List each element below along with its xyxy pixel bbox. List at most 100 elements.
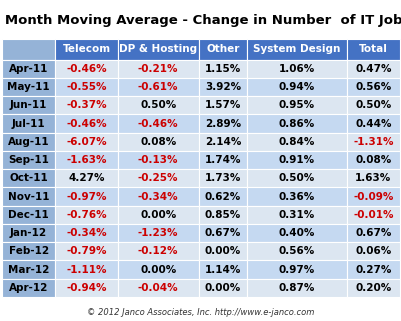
Bar — [55, 96, 117, 115]
Bar — [2, 169, 55, 187]
Text: 0.27%: 0.27% — [354, 265, 391, 274]
Bar — [117, 187, 198, 206]
Text: 0.91%: 0.91% — [278, 155, 314, 165]
Text: -1.23%: -1.23% — [138, 228, 178, 238]
Text: 1.74%: 1.74% — [204, 155, 241, 165]
Text: -0.37%: -0.37% — [66, 100, 107, 110]
Text: 0.50%: 0.50% — [278, 173, 314, 183]
Text: 1.14%: 1.14% — [204, 265, 241, 274]
Text: -0.12%: -0.12% — [138, 246, 178, 256]
Text: -0.46%: -0.46% — [66, 118, 107, 129]
Bar — [198, 96, 247, 115]
Bar — [2, 206, 55, 224]
Bar — [346, 96, 399, 115]
Text: -0.09%: -0.09% — [352, 192, 393, 202]
Text: 0.00%: 0.00% — [140, 210, 176, 220]
Text: 0.84%: 0.84% — [278, 137, 314, 147]
Text: Total: Total — [358, 44, 387, 54]
Text: 0.08%: 0.08% — [140, 137, 176, 147]
Text: 1.63%: 1.63% — [354, 173, 391, 183]
Bar — [198, 206, 247, 224]
Bar — [2, 260, 55, 279]
Bar — [2, 187, 55, 206]
Bar — [346, 242, 399, 260]
Bar — [55, 133, 117, 151]
Text: System Design: System Design — [253, 44, 340, 54]
Text: 0.31%: 0.31% — [278, 210, 314, 220]
Bar — [117, 115, 198, 133]
Bar — [117, 151, 198, 169]
Bar — [346, 279, 399, 297]
Text: Aug-11: Aug-11 — [8, 137, 49, 147]
Bar — [55, 187, 117, 206]
Text: 4.27%: 4.27% — [68, 173, 104, 183]
Bar — [247, 187, 346, 206]
Text: DP & Hosting: DP & Hosting — [119, 44, 197, 54]
Text: 0.50%: 0.50% — [354, 100, 391, 110]
Bar — [2, 242, 55, 260]
Bar — [117, 78, 198, 96]
Bar — [198, 187, 247, 206]
Bar — [247, 151, 346, 169]
Text: -0.46%: -0.46% — [66, 64, 107, 74]
Text: 0.97%: 0.97% — [278, 265, 314, 274]
Bar — [247, 260, 346, 279]
Bar — [346, 224, 399, 242]
Text: 0.06%: 0.06% — [354, 246, 391, 256]
Bar — [2, 60, 55, 78]
Text: 0.87%: 0.87% — [278, 283, 314, 293]
Bar — [2, 224, 55, 242]
Text: -0.55%: -0.55% — [66, 82, 106, 92]
Bar — [346, 39, 399, 60]
Text: Apr-11: Apr-11 — [9, 64, 48, 74]
Bar — [55, 260, 117, 279]
Bar — [2, 151, 55, 169]
Text: -0.97%: -0.97% — [66, 192, 106, 202]
Bar — [247, 115, 346, 133]
Text: Apr-12: Apr-12 — [9, 283, 48, 293]
Bar — [2, 279, 55, 297]
Bar — [198, 224, 247, 242]
Bar — [55, 279, 117, 297]
Bar — [346, 133, 399, 151]
Text: 0.86%: 0.86% — [278, 118, 314, 129]
Text: -0.94%: -0.94% — [66, 283, 106, 293]
Text: Dec-11: Dec-11 — [8, 210, 49, 220]
Bar — [55, 39, 117, 60]
Bar — [117, 133, 198, 151]
Bar — [55, 224, 117, 242]
Bar — [117, 224, 198, 242]
Bar — [117, 60, 198, 78]
Text: 0.47%: 0.47% — [354, 64, 391, 74]
Text: -1.11%: -1.11% — [66, 265, 106, 274]
Text: 0.67%: 0.67% — [354, 228, 391, 238]
Text: 1.73%: 1.73% — [204, 173, 241, 183]
Bar — [55, 151, 117, 169]
Text: -0.76%: -0.76% — [66, 210, 107, 220]
Text: 0.62%: 0.62% — [205, 192, 241, 202]
Bar — [117, 279, 198, 297]
Bar — [346, 151, 399, 169]
Text: Mar-12: Mar-12 — [8, 265, 49, 274]
Bar — [198, 115, 247, 133]
Text: 0.94%: 0.94% — [278, 82, 314, 92]
Bar — [247, 39, 346, 60]
Text: 1.15%: 1.15% — [205, 64, 241, 74]
Text: -0.13%: -0.13% — [138, 155, 178, 165]
Bar — [247, 279, 346, 297]
Text: -0.21%: -0.21% — [138, 64, 178, 74]
Text: 0.36%: 0.36% — [278, 192, 314, 202]
Text: -6.07%: -6.07% — [66, 137, 107, 147]
Bar — [117, 206, 198, 224]
Bar — [2, 78, 55, 96]
Bar — [55, 115, 117, 133]
Text: 1.06%: 1.06% — [278, 64, 314, 74]
Text: -1.31%: -1.31% — [352, 137, 393, 147]
Bar — [198, 260, 247, 279]
Text: 0.50%: 0.50% — [140, 100, 176, 110]
Bar — [198, 242, 247, 260]
Text: 3.92%: 3.92% — [205, 82, 241, 92]
Bar — [55, 78, 117, 96]
Text: -0.79%: -0.79% — [66, 246, 106, 256]
Text: Sep-11: Sep-11 — [8, 155, 49, 165]
